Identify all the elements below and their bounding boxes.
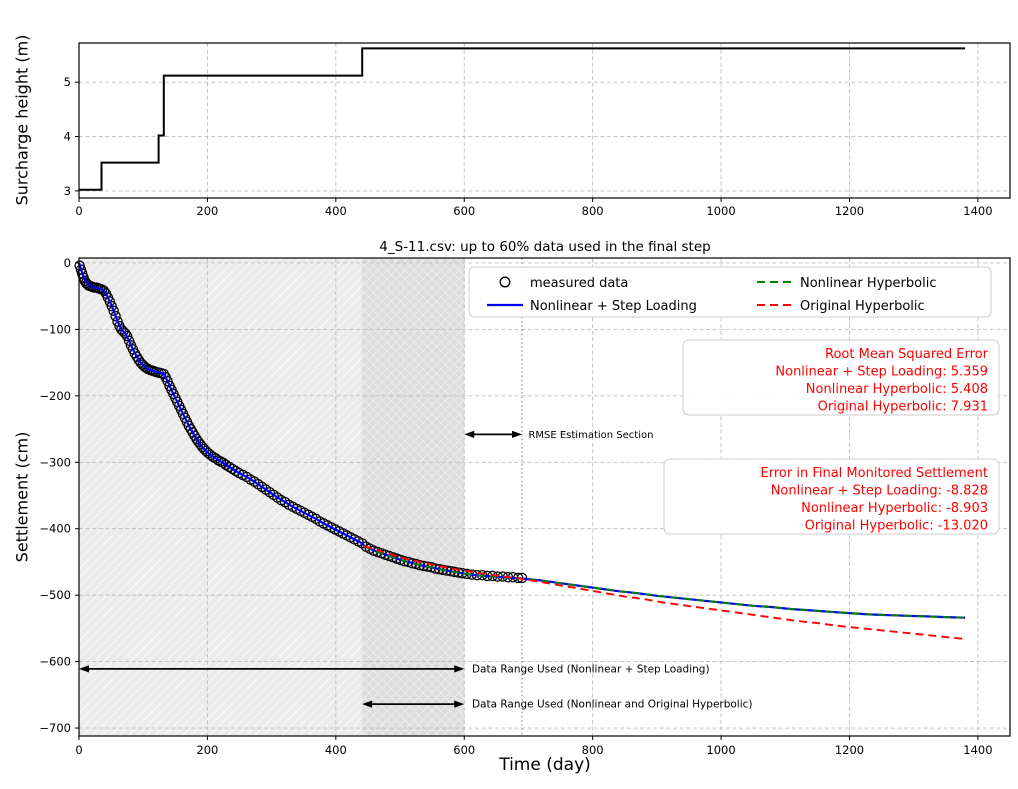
settlement-vs-time-axes: RMSE Estimation Section Data Range Used (… (39, 256, 1011, 757)
final-error-box: Error in Final Monitored Settlement Nonli… (663, 458, 1000, 535)
x-tick-label: 200 (196, 743, 218, 757)
data-point (104, 296, 116, 307)
y-tick-label: −500 (39, 588, 71, 602)
y-tick-label: −300 (39, 455, 71, 469)
surcharge-height-line (79, 47, 966, 191)
data-point (210, 453, 221, 464)
x-tick-label: 400 (325, 204, 347, 218)
chart-title: 4_S-11.csv: up to 60% data used in the f… (379, 239, 711, 255)
data-range-hyperbolic (362, 258, 465, 736)
x-tick-label: 600 (453, 204, 475, 218)
y-tick-label: −700 (39, 721, 71, 735)
data-point (215, 456, 227, 467)
y-tick-label: −600 (39, 655, 71, 669)
legend-label: measured data (530, 276, 628, 291)
rmse-box-frame (682, 339, 1000, 416)
x-tick-label: 0 (75, 743, 82, 757)
data-point (191, 433, 202, 445)
range-hyperbolic-label: Data Range Used (Nonlinear and Original … (472, 699, 753, 711)
nonlinear-hyperbolic-line (363, 545, 966, 619)
legend-open-circle-marker (499, 276, 511, 288)
y-tick-label: −100 (39, 322, 71, 336)
x-tick-label: 600 (453, 743, 475, 757)
rmse-box: Root Mean Squared Error Nonlinear + Step … (682, 339, 1000, 416)
x-tick-label: 0 (75, 204, 82, 218)
range-hyperbolic: Data Range Used (Nonlinear and Original … (362, 699, 753, 711)
x-tick-label: 400 (325, 743, 347, 757)
rmse-box-line: Root Mean Squared Error (825, 347, 989, 362)
data-point (123, 335, 135, 346)
axes-frame (78, 257, 1011, 737)
data-point (82, 279, 93, 290)
y-tick-label: −200 (39, 389, 71, 403)
top-y-axis-label: Surcharge height (m) (12, 34, 32, 206)
y-tick-label: 5 (64, 75, 71, 89)
y-tick-label: 4 (64, 130, 71, 144)
rmse-box-line: Nonlinear + Step Loading: 5.359 (775, 365, 988, 380)
x-tick-label: 800 (582, 743, 604, 757)
x-tick-label: 1200 (835, 743, 864, 757)
final-error-box-frame (663, 458, 1000, 535)
rmse-estimation-section: RMSE Estimation Section (464, 430, 653, 441)
final-error-box-line: Nonlinear Hyperbolic: -8.903 (801, 501, 988, 516)
data-point (193, 436, 204, 447)
axes-frame (78, 42, 1011, 199)
x-tick-label: 1000 (706, 743, 735, 757)
data-point (110, 310, 121, 322)
range-step-loading-label: Data Range Used (Nonlinear + Step Loadin… (472, 663, 710, 675)
bottom-x-axis-label: Time (day) (499, 755, 591, 775)
y-tick-label: 3 (64, 184, 71, 198)
data-point (205, 449, 216, 461)
rmse-box-line: Original Hyperbolic: 7.931 (818, 400, 988, 415)
legend-box (468, 266, 992, 318)
legend: measured data Nonlinear + Step Loading Non… (468, 266, 992, 318)
surcharge-height-vs-time-axes: 0 200 400 600 800 1000 1200 1400 3 4 5 (64, 42, 1011, 218)
final-error-box-line: Nonlinear + Step Loading: -8.828 (771, 484, 988, 499)
final-error-box-line: Error in Final Monitored Settlement (761, 466, 988, 481)
x-tick-label: 800 (582, 204, 604, 218)
rmse-box-line: Nonlinear Hyperbolic: 5.408 (806, 382, 988, 397)
data-point (207, 451, 219, 463)
rmse-estimation-section-label: RMSE Estimation Section (528, 430, 653, 441)
legend-label: Nonlinear + Step Loading (530, 299, 697, 314)
data-point (213, 455, 224, 466)
x-tick-label: 200 (196, 204, 218, 218)
original-hyperbolic-line (363, 545, 966, 640)
data-point (106, 300, 117, 312)
data-point (121, 330, 133, 342)
x-tick-label: 1400 (963, 743, 992, 757)
nonlinear-step-loading-line (77, 262, 966, 619)
bottom-y-axis-label: Settlement (cm) (12, 431, 32, 563)
legend-label: Original Hyperbolic (800, 299, 925, 314)
range-step-loading: Data Range Used (Nonlinear + Step Loadin… (79, 663, 710, 675)
data-point (108, 305, 119, 317)
legend-label: Nonlinear Hyperbolic (800, 276, 936, 291)
x-tick-label: 1200 (835, 204, 864, 218)
y-tick-label: 0 (64, 256, 71, 270)
final-error-box-line: Original Hyperbolic: -13.020 (805, 519, 988, 534)
y-tick-label: −400 (39, 522, 71, 536)
x-tick-label: 1400 (963, 204, 992, 218)
x-tick-label: 1000 (706, 204, 735, 218)
data-point (162, 376, 173, 387)
